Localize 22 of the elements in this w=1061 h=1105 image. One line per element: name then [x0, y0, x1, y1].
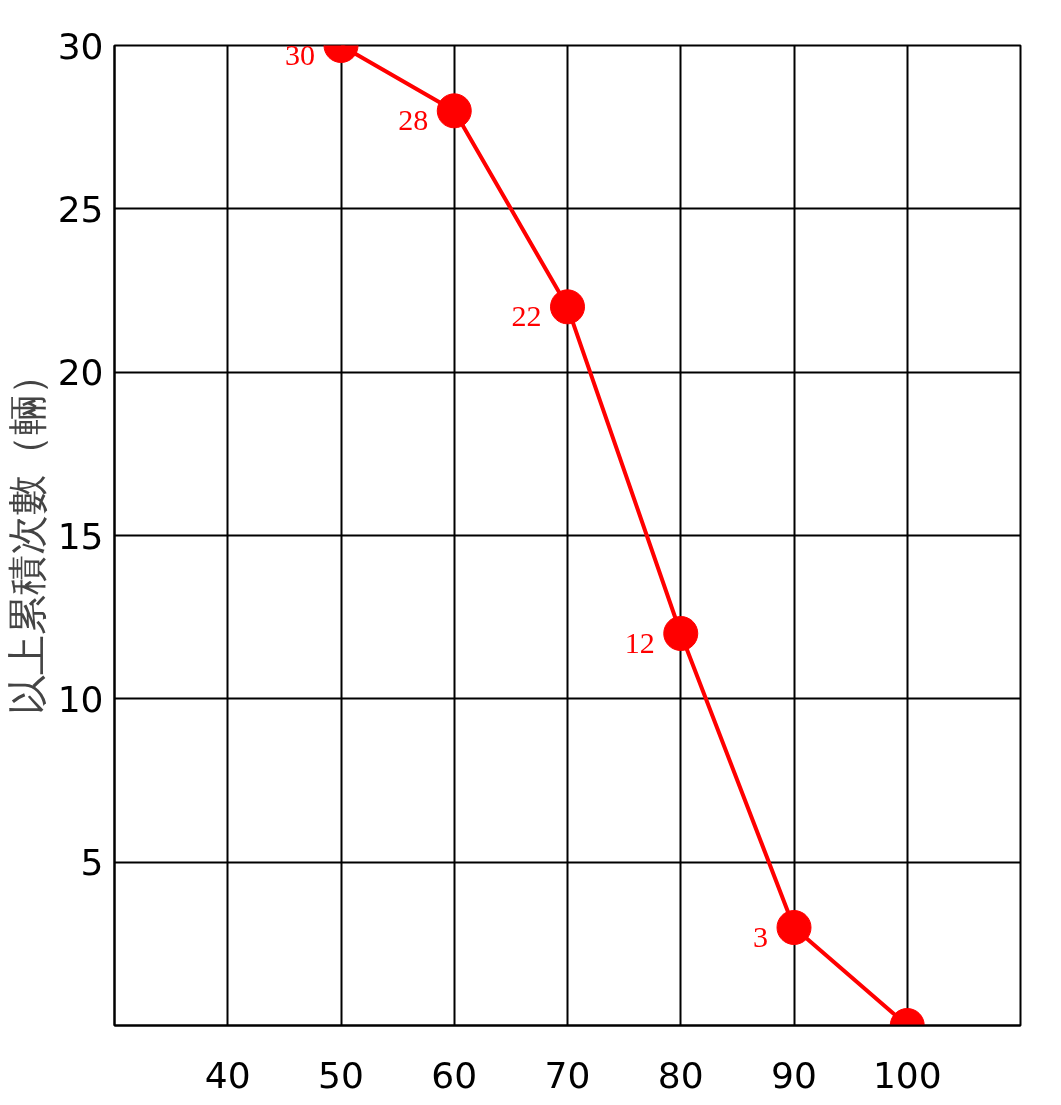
data-label: 28 [398, 102, 429, 136]
point [776, 910, 812, 945]
point [436, 93, 472, 129]
x-tick-label: 100 [872, 1054, 942, 1096]
data-label: 22 [511, 298, 542, 332]
y-tick-label: 10 [57, 678, 104, 720]
x-tick-label: 90 [771, 1054, 817, 1096]
data-label: 12 [624, 625, 655, 659]
y-tick-label: 20 [57, 352, 104, 394]
x-tick-label: 80 [657, 1054, 704, 1096]
y-tick-label: 15 [57, 515, 104, 557]
data-label: 3 [753, 919, 768, 953]
point [663, 616, 699, 651]
x-tick-label: 60 [431, 1054, 478, 1096]
y-axis-title: 以上累積次數（輛） [3, 355, 50, 716]
x-tick-label: 70 [544, 1054, 591, 1096]
y-tick-label: 25 [57, 188, 104, 230]
y-tick-label: 5 [80, 842, 104, 884]
point [550, 289, 585, 325]
y-tick-label: 30 [57, 25, 104, 67]
x-tick-label: 50 [318, 1054, 364, 1096]
x-tick-label: 40 [204, 1054, 251, 1096]
